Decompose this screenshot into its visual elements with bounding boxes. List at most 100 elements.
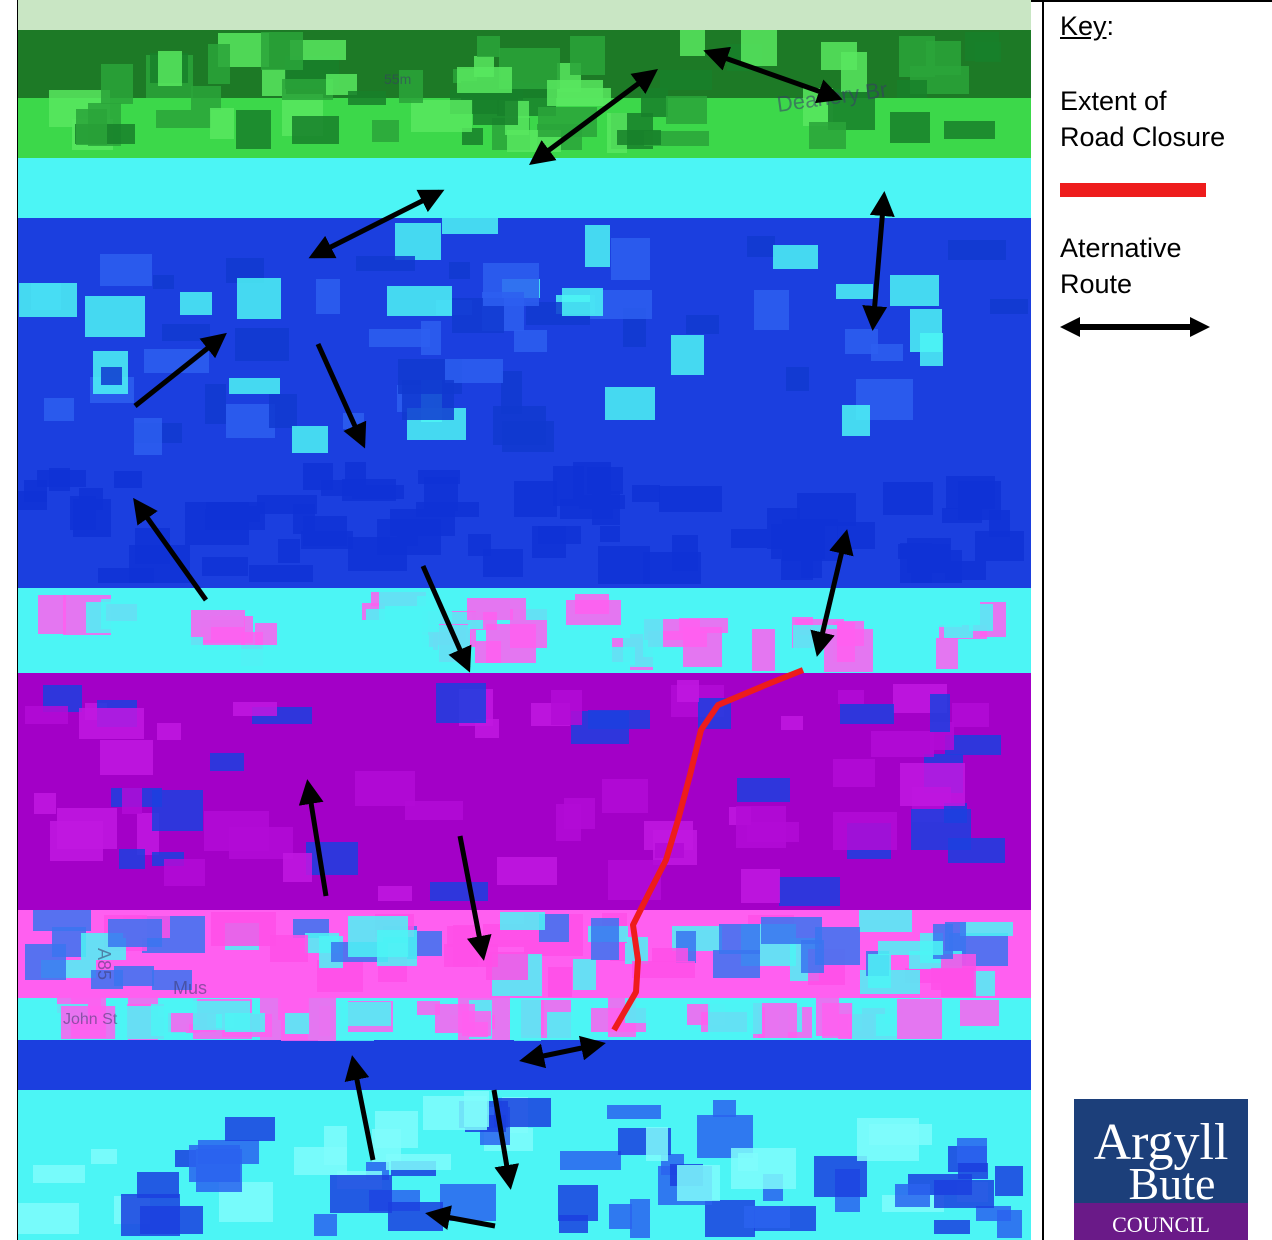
map-block: [369, 329, 430, 347]
route-label-line1: Aternative: [1060, 233, 1182, 263]
map-block: [926, 41, 961, 75]
map-block: [135, 528, 170, 564]
map-block: [677, 1165, 720, 1201]
route-arrow: [491, 1089, 520, 1190]
map-block: [436, 683, 486, 723]
map-block: [677, 680, 699, 702]
map-block: [741, 30, 777, 66]
map-block: [632, 961, 695, 978]
map-block: [607, 1105, 661, 1119]
closure-label-line1: Extent of: [1060, 86, 1167, 116]
logo-line2: Bute: [1129, 1158, 1216, 1209]
map-block: [486, 952, 528, 980]
map-block: [686, 315, 719, 334]
map-block: [348, 91, 386, 105]
map-block: [737, 778, 790, 802]
map-block: [378, 886, 412, 901]
map-block: [34, 793, 56, 814]
map-block: [895, 1184, 930, 1207]
route-arrow: [810, 529, 854, 657]
map-block: [152, 970, 192, 990]
route-arrow: [528, 69, 659, 165]
map-block: [897, 999, 942, 1039]
map-block: [235, 328, 289, 361]
map-block: [761, 917, 822, 944]
map-block: [229, 827, 293, 859]
map-block: [134, 418, 162, 455]
map-block: [156, 110, 211, 128]
map-block: [821, 42, 857, 70]
map-block: [282, 79, 333, 100]
map-panel[interactable]: Deanery Br 55m A85 Mus John St: [18, 0, 1031, 1240]
map-block: [483, 263, 539, 306]
map-block: [303, 463, 333, 490]
double-arrow-icon: [1060, 317, 1210, 337]
route-arrow: [703, 46, 843, 104]
map-block: [890, 112, 930, 143]
map-block: [157, 723, 181, 740]
map-block: [497, 857, 557, 885]
map-block: [833, 759, 875, 787]
map-block: [944, 608, 973, 638]
map-block: [486, 624, 536, 663]
map-block: [838, 690, 864, 704]
logo-line1: Argyll: [1094, 1114, 1229, 1171]
map-block: [680, 30, 705, 56]
map-block: [713, 1100, 736, 1117]
map-block: [548, 967, 572, 997]
map-block: [285, 1013, 309, 1034]
map-block: [547, 80, 603, 106]
map-block: [989, 510, 1010, 537]
route-arrow: [298, 779, 329, 897]
map-block: [824, 629, 873, 672]
map-block: [934, 1220, 970, 1234]
map-block: [920, 333, 943, 366]
map-block: [416, 502, 479, 517]
map-block: [294, 1147, 347, 1175]
map-block: [840, 704, 894, 724]
map-block: [25, 944, 66, 980]
map-block: [514, 481, 557, 517]
map-block: [191, 86, 221, 110]
map-block: [91, 1149, 117, 1164]
map-block: [646, 1127, 668, 1161]
terrain-band: [18, 0, 1031, 30]
map-block: [306, 842, 358, 875]
map-block: [878, 941, 943, 955]
map-block: [816, 998, 839, 1036]
map-block: [742, 604, 771, 618]
map-block: [226, 404, 275, 438]
map-block: [588, 710, 650, 729]
map-block: [91, 970, 123, 989]
map-block: [501, 371, 522, 414]
map-block: [960, 1000, 999, 1026]
map-block: [836, 284, 873, 299]
map-block: [208, 44, 230, 84]
map-block: [779, 877, 840, 906]
map-block: [731, 1148, 796, 1189]
map-block: [417, 1001, 440, 1015]
map-block: [611, 238, 650, 280]
argyll-bute-council-logo: Argyll Bute COUNCIL: [1074, 1099, 1248, 1240]
map-block: [781, 716, 803, 730]
map-block: [741, 869, 780, 903]
map-block: [70, 496, 96, 530]
map-block: [61, 1006, 116, 1039]
map-block: [236, 110, 271, 149]
route-arrow: [425, 1205, 496, 1230]
map-block: [671, 335, 704, 375]
map-block: [411, 100, 472, 132]
map-block: [269, 394, 297, 428]
map-block: [587, 467, 623, 494]
route-arrow: [457, 835, 492, 961]
closure-path: [611, 667, 805, 1032]
map-block: [467, 598, 526, 620]
map-block: [101, 64, 133, 104]
map-block: [76, 109, 107, 145]
map-block: [405, 801, 463, 820]
route-arrow: [133, 497, 209, 602]
map-block: [911, 550, 962, 583]
map-block: [719, 924, 760, 954]
map-block: [871, 344, 903, 361]
map-block: [562, 288, 603, 316]
